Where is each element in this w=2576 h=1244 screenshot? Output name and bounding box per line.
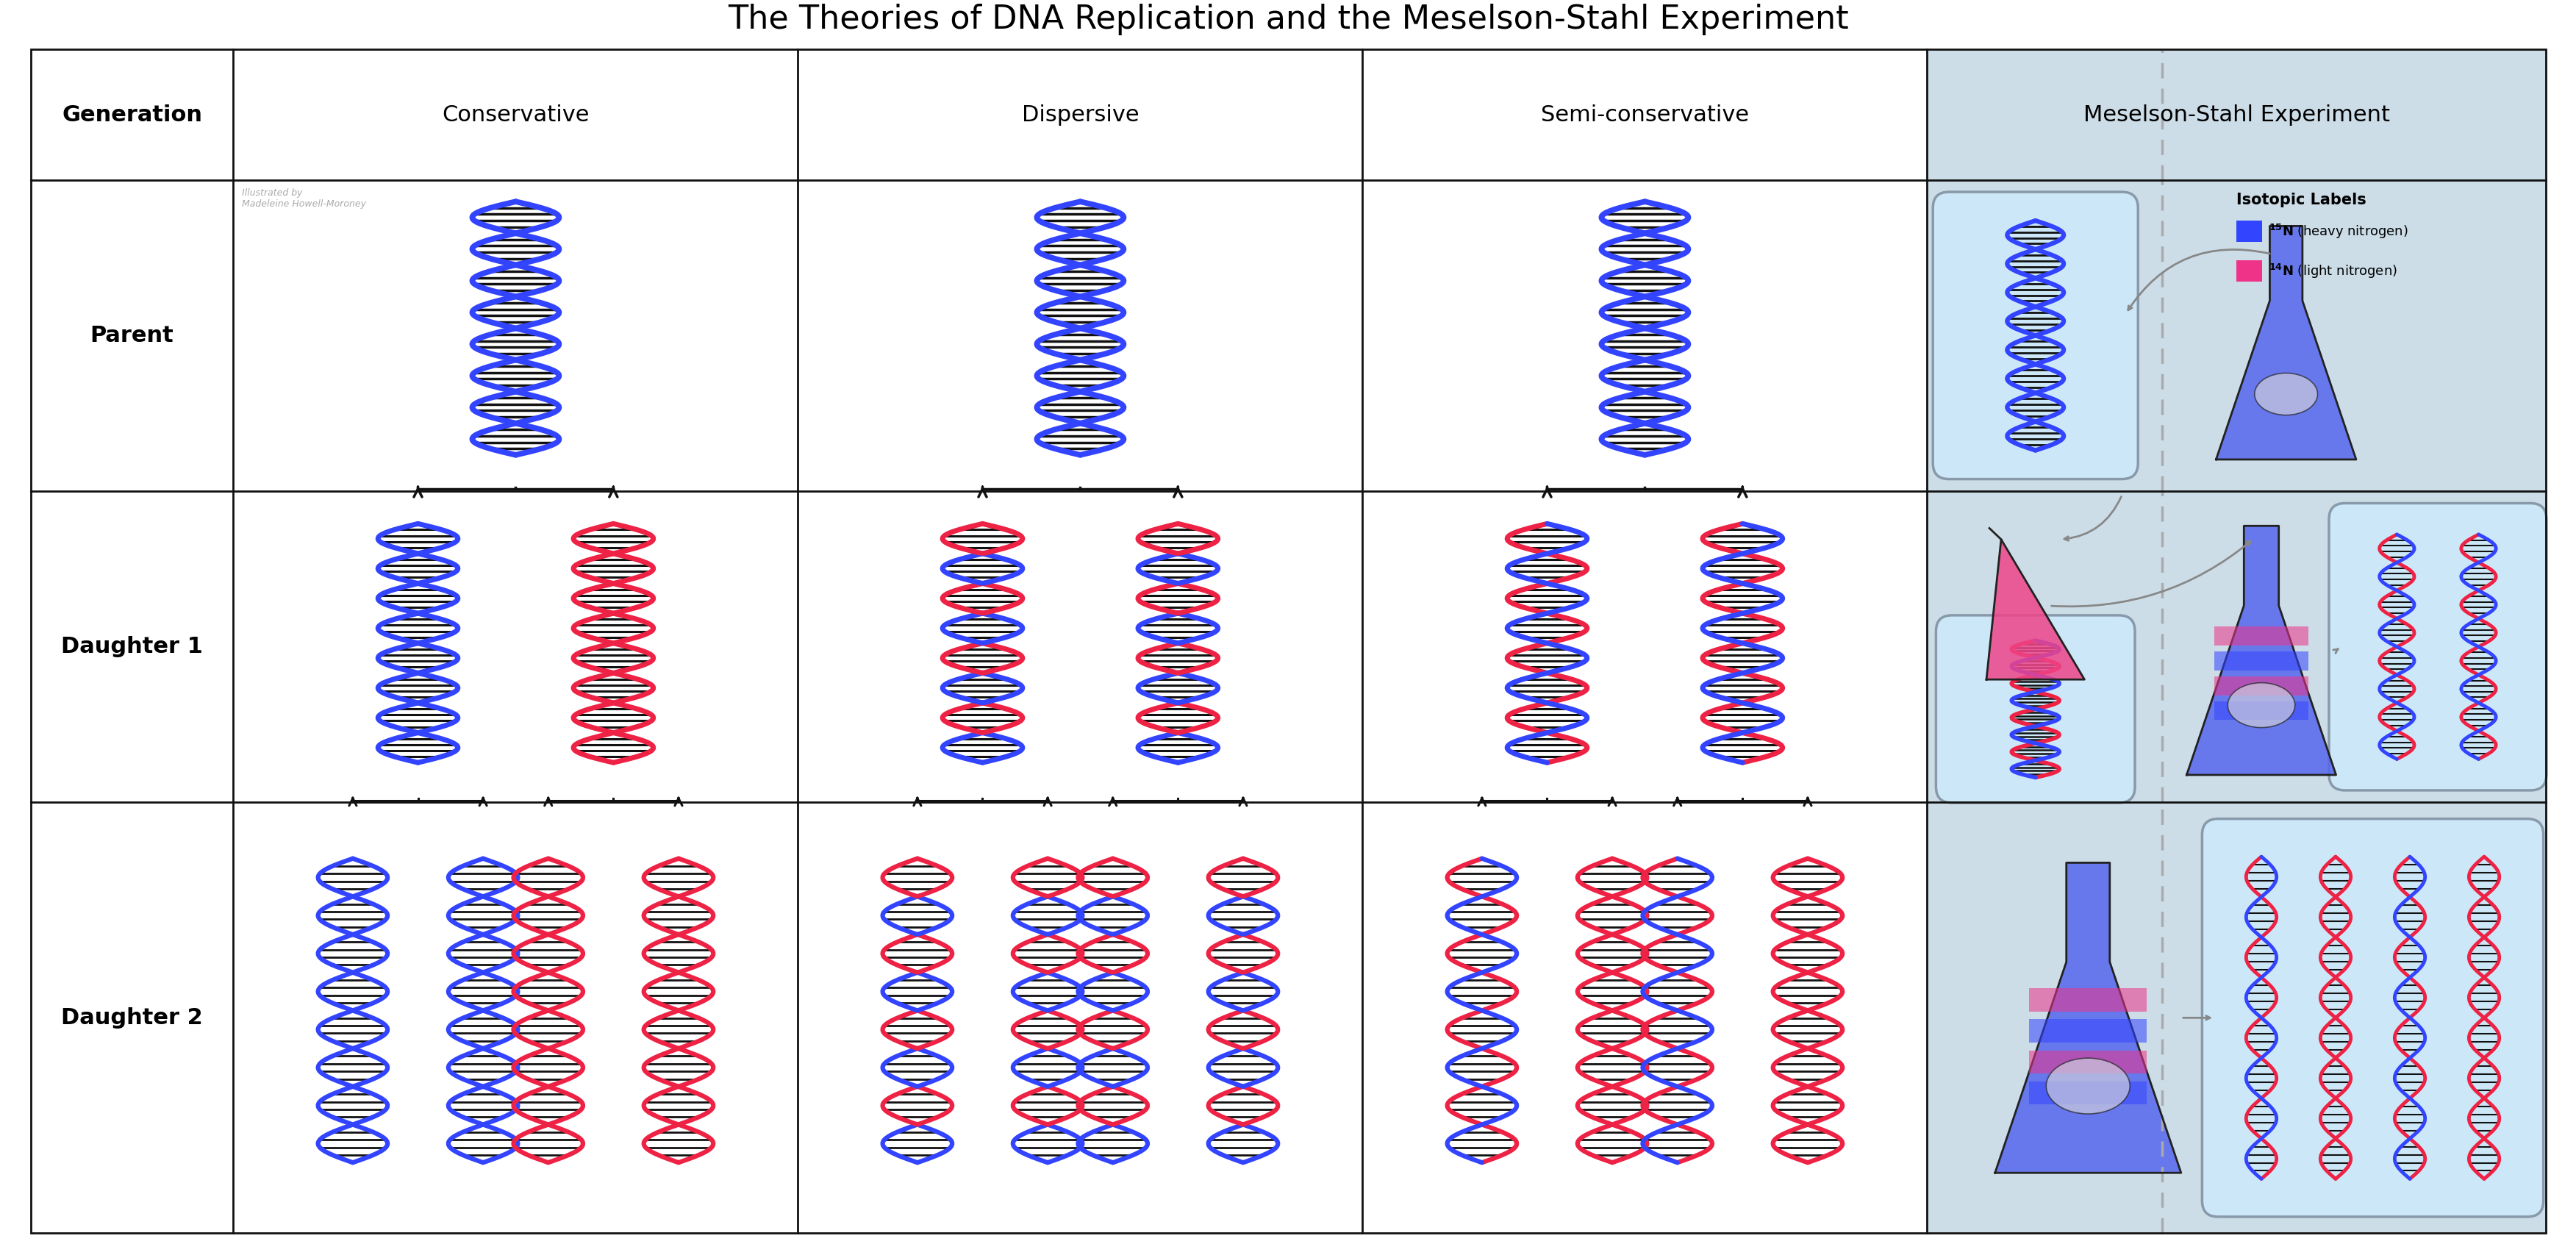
Text: Dispersive: Dispersive [1023, 104, 1139, 126]
Ellipse shape [2045, 1059, 2130, 1113]
Polygon shape [2187, 526, 2336, 775]
FancyBboxPatch shape [2202, 819, 2543, 1217]
Bar [2030, 1019, 2146, 1042]
Polygon shape [1986, 540, 2084, 679]
Bar [2213, 702, 2308, 720]
Ellipse shape [2254, 373, 2318, 415]
Text: $\mathbf{^{15}N}$ (heavy nitrogen): $\mathbf{^{15}N}$ (heavy nitrogen) [2269, 223, 2409, 240]
Text: Semi-conservative: Semi-conservative [1540, 104, 1749, 126]
Polygon shape [1994, 863, 2182, 1173]
Text: Conservative: Conservative [443, 104, 590, 126]
Text: Meselson-Stahl Experiment: Meselson-Stahl Experiment [2084, 104, 2391, 126]
Bar [2213, 627, 2308, 646]
Text: The Theories of DNA Replication and the Meselson-Stahl Experiment: The Theories of DNA Replication and the … [729, 4, 1850, 35]
Text: Parent: Parent [90, 325, 173, 346]
Bar [2030, 1050, 2146, 1074]
Text: Isotopic Labels: Isotopic Labels [2236, 193, 2367, 208]
Bar [2030, 988, 2146, 1011]
Bar [2236, 220, 2262, 243]
Polygon shape [2215, 226, 2357, 459]
Text: Generation: Generation [62, 104, 204, 126]
Text: Illustrated by
Madeleine Howell-Moroney: Illustrated by Madeleine Howell-Moroney [242, 189, 366, 209]
Ellipse shape [2228, 683, 2295, 728]
Bar [2213, 652, 2308, 671]
FancyBboxPatch shape [2329, 504, 2548, 790]
FancyBboxPatch shape [1937, 616, 2136, 802]
Bar [2030, 1081, 2146, 1105]
Text: Daughter 2: Daughter 2 [62, 1008, 204, 1029]
Text: Daughter 1: Daughter 1 [62, 636, 204, 657]
FancyBboxPatch shape [1932, 192, 2138, 479]
Text: $\mathbf{^{14}N}$ (light nitrogen): $\mathbf{^{14}N}$ (light nitrogen) [2269, 262, 2398, 280]
Bar [2236, 260, 2262, 282]
Bar [2213, 677, 2308, 695]
Bar [1927, 50, 2545, 1233]
